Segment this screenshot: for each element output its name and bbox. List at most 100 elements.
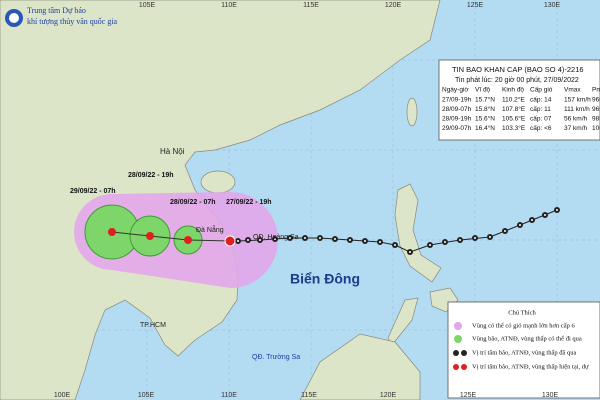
past-position-eye bbox=[531, 219, 533, 221]
palawan bbox=[387, 297, 419, 346]
past-position-eye bbox=[274, 238, 276, 240]
bulletin-table: Ngày-giờ Vĩ độ Kinh độ Cấp gió Vmax Pm 27/09-1… bbox=[442, 85, 600, 133]
past-position-eye bbox=[289, 237, 291, 239]
table-cell: cấp: 14 bbox=[530, 95, 552, 104]
legend-item: Vùng có thể có gió mạnh lớn hơn cấp 6 bbox=[472, 322, 575, 329]
place-label: QĐ. Hoàng Sa bbox=[253, 234, 299, 241]
bulletin: TIN BAO KHAN CAP (BAO SO 4)-2216 Tin phá… bbox=[438, 59, 600, 141]
longitude-label: 130E bbox=[542, 392, 559, 399]
past-position-eye bbox=[349, 239, 351, 241]
longitude-label: 105E bbox=[138, 392, 155, 399]
table-header: Kinh độ bbox=[502, 87, 524, 94]
table-cell: cấp: <6 bbox=[530, 123, 552, 132]
track-label: 27/09/22 - 19h bbox=[226, 199, 272, 206]
track-label: 28/09/22 - 19h bbox=[128, 172, 174, 179]
past-position-eye bbox=[544, 214, 546, 216]
hainan bbox=[200, 170, 236, 194]
legend-icon bbox=[454, 322, 462, 330]
logo-inner bbox=[9, 13, 19, 23]
bulletin-issued: Tin phát lúc: 20 giờ 00 phút, 27/09/2022 bbox=[455, 77, 579, 84]
longitude-labels: 105E 110E 115E 120E 125E 130E 100E 105E 110E 115E… bbox=[54, 2, 561, 399]
legend-icon bbox=[453, 350, 459, 356]
table-cell: 29/09-07h bbox=[442, 125, 472, 132]
past-position-eye bbox=[364, 240, 366, 242]
table-cell: 56 km/h bbox=[564, 116, 588, 123]
longitude-label: 120E bbox=[380, 392, 397, 399]
longitude-label: 125E bbox=[460, 392, 477, 399]
longitude-label: 115E bbox=[301, 392, 317, 399]
forecast-track bbox=[111, 231, 231, 242]
past-position-eye bbox=[556, 209, 558, 211]
legend-icon bbox=[461, 364, 467, 370]
table-cell: 103.3°E bbox=[502, 124, 526, 132]
legend-title: Chú Thích bbox=[508, 309, 536, 316]
legend-icon bbox=[454, 335, 462, 343]
forecast-point bbox=[108, 228, 116, 236]
longitude-label: 110E bbox=[221, 392, 237, 399]
longitude-label: 115E bbox=[303, 2, 319, 9]
longitude-label: 100E bbox=[54, 392, 71, 399]
table-cell: 27/09-19h bbox=[442, 97, 472, 104]
table-cell: cấp: 07 bbox=[530, 114, 552, 123]
bulletin-box bbox=[438, 59, 600, 141]
bulletin-title: TIN BAO KHAN CAP (BAO SO 4)-2216 bbox=[452, 65, 584, 74]
past-track bbox=[235, 207, 560, 255]
table-cell: 107.8°E bbox=[502, 105, 526, 113]
table-cell: 15.8°N bbox=[475, 105, 495, 113]
table-cell: 157 km/h bbox=[564, 97, 591, 104]
forecast-points bbox=[108, 228, 236, 247]
table-cell: 965 bbox=[592, 106, 600, 113]
table-cell: 960 bbox=[592, 97, 600, 104]
forecast-point bbox=[184, 236, 192, 244]
track-label: 28/09/22 - 07h bbox=[170, 199, 216, 206]
table-cell: 16.4°N bbox=[475, 124, 495, 132]
table-cell: 110.2°E bbox=[502, 96, 525, 104]
legend-icon bbox=[453, 364, 459, 370]
place-label: Hà Nội bbox=[160, 147, 185, 156]
legend-item: Vùng bão, ATNĐ, vùng thấp có thể đi qua bbox=[472, 335, 582, 342]
past-position-eye bbox=[489, 236, 491, 238]
table-cell: 28/09-19h bbox=[442, 116, 472, 123]
table-cell: 15.6°N bbox=[475, 115, 495, 123]
track-label: 29/09/22 - 07h bbox=[70, 188, 116, 195]
table-header: Ngày-giờ bbox=[442, 87, 469, 94]
forecast-point bbox=[146, 232, 154, 240]
past-position-eye bbox=[504, 230, 506, 232]
org-name: Trung tâm Dự báo bbox=[27, 6, 86, 15]
legend-item: Vị trí tâm bão, ATNĐ, vùng thấp đã qua bbox=[472, 349, 576, 356]
luzon bbox=[394, 183, 442, 283]
sea-label: Biển Đông bbox=[290, 271, 360, 287]
place-label: Đà Nẵng bbox=[196, 225, 224, 234]
table-header: Vmax bbox=[564, 87, 581, 94]
forecast-zone bbox=[74, 192, 278, 288]
table-cell: 105.6°E bbox=[502, 115, 526, 123]
past-position-eye bbox=[259, 239, 261, 241]
current-position bbox=[224, 235, 236, 247]
table-cell: 37 km/h bbox=[564, 125, 588, 132]
past-position-eye bbox=[474, 237, 476, 239]
legend-box bbox=[447, 301, 600, 399]
past-position-eye bbox=[394, 244, 396, 246]
table-cell: 985 bbox=[592, 116, 600, 123]
past-position-eye bbox=[459, 239, 461, 241]
table-cell: 111 km/h bbox=[564, 106, 590, 113]
place-label: TP.HCM bbox=[140, 322, 166, 329]
longitude-label: 110E bbox=[221, 2, 237, 9]
longitude-label: 125E bbox=[467, 2, 484, 9]
borneo bbox=[299, 333, 421, 400]
past-position-eye bbox=[429, 244, 431, 246]
past-position-eye bbox=[237, 240, 239, 242]
table-cell: 15.7°N bbox=[475, 96, 495, 104]
table-header: Cấp gió bbox=[530, 85, 553, 94]
table-cell: 28/09-07h bbox=[442, 106, 472, 113]
past-position-eye bbox=[519, 224, 521, 226]
table-header: Pm bbox=[592, 87, 600, 94]
table-cell: cấp: 11 bbox=[530, 104, 551, 113]
past-position-eye bbox=[319, 237, 321, 239]
longitude-label: 105E bbox=[139, 2, 156, 9]
table-cell: 1000 bbox=[592, 125, 600, 132]
past-position-eye bbox=[304, 237, 306, 239]
legend-icon bbox=[461, 350, 467, 356]
table-header: Vĩ độ bbox=[475, 87, 491, 94]
